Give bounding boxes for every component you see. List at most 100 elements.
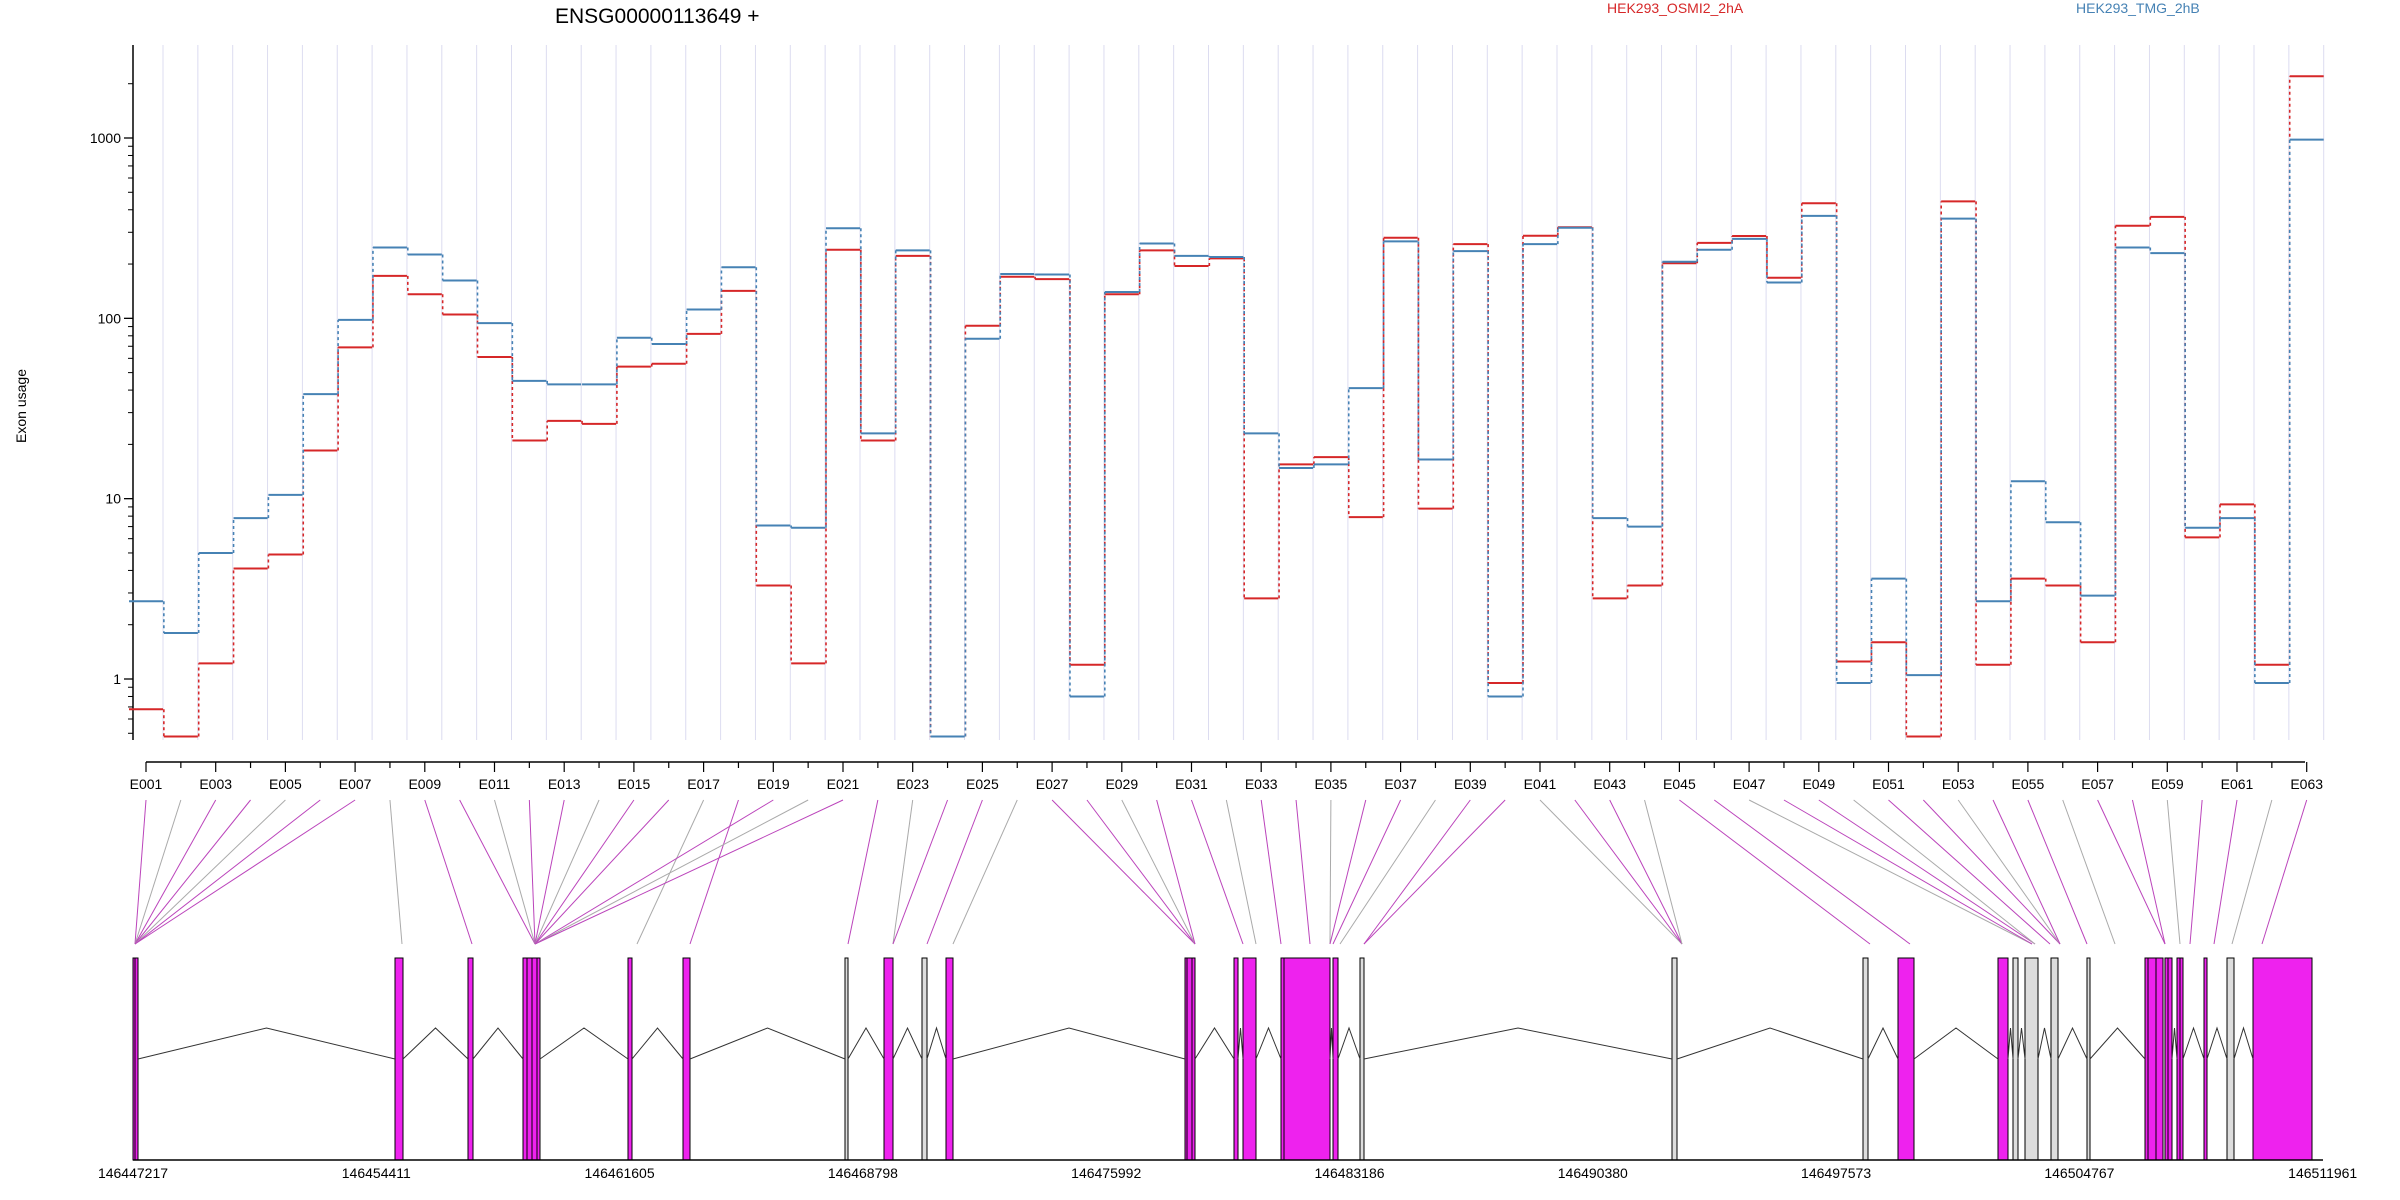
exon-connector — [1644, 799, 1683, 945]
genome-tick-label: 146504767 — [2044, 1165, 2114, 1181]
x-tick-label: E005 — [269, 776, 302, 792]
exon-block — [2226, 957, 2235, 1161]
legend-entry-series-1: HEK293_OSMI2_2hA — [1607, 0, 1744, 16]
exon-connector — [528, 799, 536, 945]
exon-connector — [459, 799, 536, 945]
exon-connector — [134, 799, 286, 945]
exon-connector — [534, 799, 774, 945]
exon-connector — [1225, 799, 1257, 945]
exon-block — [1280, 957, 1331, 1161]
exon-connector — [2062, 799, 2116, 945]
exon-connector — [1713, 799, 1911, 945]
exon-connector — [134, 799, 147, 945]
exon-connector — [1329, 799, 1367, 945]
exon-connector — [1339, 799, 1436, 945]
x-tick-label: E055 — [2012, 776, 2045, 792]
exon-connector — [424, 799, 473, 945]
exon-connector — [1818, 799, 2036, 945]
exon-connector — [2097, 799, 2166, 945]
exon-block — [1897, 957, 1915, 1161]
exon-connector — [892, 799, 914, 945]
exon-block — [1862, 957, 1869, 1161]
genome-tick-label: 146511961 — [2288, 1165, 2357, 1181]
x-tick-label: E007 — [339, 776, 372, 792]
x-tick-label: E041 — [1524, 776, 1557, 792]
genome-tick-label: 146454411 — [342, 1165, 411, 1181]
exon-connector — [134, 799, 251, 945]
x-tick-label: E031 — [1175, 776, 1208, 792]
exon-connector — [1888, 799, 2051, 945]
exon-block — [1997, 957, 2009, 1161]
exon-connector — [1957, 799, 2061, 945]
x-ticks: E001 E003 E005 E007 E009 E011 E013 E015 E017 E019… — [130, 762, 2323, 792]
legend-entry-series-2: HEK293_TMG_2hB — [2076, 0, 2200, 16]
exon-connector — [926, 799, 983, 945]
exon-connector — [1783, 799, 2033, 945]
exon-connector — [1260, 799, 1282, 945]
exon-connector — [1748, 799, 2033, 945]
exon-block — [682, 957, 691, 1161]
genome-tick-label: 146461605 — [585, 1165, 655, 1181]
exon-connector — [534, 799, 635, 945]
x-tick-label: E025 — [966, 776, 999, 792]
x-tick-label: E053 — [1942, 776, 1975, 792]
exon-block — [1332, 957, 1339, 1161]
exon-connector — [134, 799, 356, 945]
x-tick-label: E059 — [2151, 776, 2184, 792]
x-tick-label: E019 — [757, 776, 790, 792]
y-tick-label: 100 — [98, 310, 122, 326]
exon-block — [1671, 957, 1678, 1161]
exon-connector — [952, 799, 1018, 945]
x-tick-label: E023 — [896, 776, 929, 792]
exon-block — [1242, 957, 1257, 1161]
exon-connector — [1679, 799, 1871, 945]
x-tick-label: E001 — [130, 776, 163, 792]
exon-block — [2024, 957, 2039, 1161]
chart-title: ENSG00000113649 + — [555, 5, 760, 28]
exon-block — [627, 957, 633, 1161]
y-tick-label: 1000 — [90, 130, 121, 146]
exon-connector — [847, 799, 879, 945]
exon-connector — [892, 799, 949, 945]
exon-block — [883, 957, 894, 1161]
exon-block — [921, 957, 928, 1161]
exon-block — [2252, 957, 2313, 1161]
x-tick-label: E013 — [548, 776, 581, 792]
x-tick-label: E003 — [199, 776, 232, 792]
exon-connector — [1853, 799, 2036, 945]
exon-connector — [1086, 799, 1196, 945]
exon-connector — [689, 799, 739, 945]
y-tick-label: 1 — [113, 671, 121, 687]
exon-block — [2203, 957, 2208, 1161]
x-tick-label: E061 — [2221, 776, 2254, 792]
exon-connector — [1922, 799, 2061, 945]
exon-connector — [1609, 799, 1683, 945]
exon-block — [844, 957, 849, 1161]
genome-tick-label: 146468798 — [828, 1165, 898, 1181]
exon-connector — [1295, 799, 1311, 945]
x-tick-label: E033 — [1245, 776, 1278, 792]
series-lines — [129, 75, 2324, 738]
genome-tick-label: 146447217 — [98, 1165, 168, 1181]
x-tick-label: E051 — [1872, 776, 1905, 792]
exon-connector — [389, 799, 403, 945]
x-tick-label: E049 — [1802, 776, 1835, 792]
exon-connector — [134, 799, 321, 945]
x-tick-label: E027 — [1036, 776, 1069, 792]
exon-connector — [2261, 799, 2308, 945]
exon-block — [2086, 957, 2091, 1161]
exon-block — [394, 957, 404, 1161]
exon-connector — [2131, 799, 2166, 945]
axes — [132, 45, 2305, 763]
series-1-steps — [163, 76, 2291, 737]
exon-connector — [1156, 799, 1196, 945]
exon-connector — [534, 799, 809, 945]
genome-tick-label: 146483186 — [1314, 1165, 1384, 1181]
exon-connector — [1363, 799, 1506, 945]
exon-connector — [2213, 799, 2238, 945]
exon-block — [2050, 957, 2059, 1161]
exon-connector — [1992, 799, 2061, 945]
exon-block — [1233, 957, 1239, 1161]
exon-connector — [534, 799, 600, 945]
exon-connector — [534, 799, 670, 945]
